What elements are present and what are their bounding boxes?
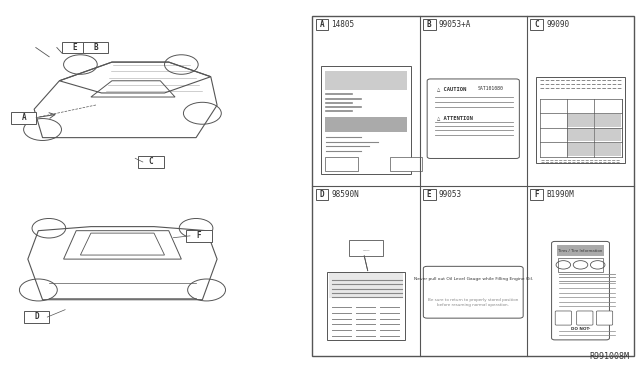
Bar xyxy=(390,157,422,171)
Text: F: F xyxy=(196,231,201,240)
Text: D: D xyxy=(319,190,324,199)
Bar xyxy=(557,246,604,256)
Text: DO NOT-: DO NOT- xyxy=(571,327,590,331)
FancyBboxPatch shape xyxy=(552,241,609,340)
Bar xyxy=(423,189,436,200)
Text: 14805: 14805 xyxy=(332,20,355,29)
Text: A: A xyxy=(21,113,26,122)
Text: E: E xyxy=(427,190,431,199)
FancyBboxPatch shape xyxy=(24,311,49,323)
Text: B: B xyxy=(427,20,431,29)
Text: C: C xyxy=(534,20,539,29)
FancyBboxPatch shape xyxy=(62,42,88,54)
Bar xyxy=(316,19,328,30)
FancyBboxPatch shape xyxy=(186,230,212,242)
FancyBboxPatch shape xyxy=(596,311,612,325)
Bar xyxy=(595,128,621,141)
Text: △ CAUTION: △ CAUTION xyxy=(436,86,466,91)
Text: E: E xyxy=(72,43,77,52)
FancyBboxPatch shape xyxy=(427,79,519,158)
Text: B1990M: B1990M xyxy=(546,190,573,199)
Text: 99053+A: 99053+A xyxy=(439,20,471,29)
Text: R991008M: R991008M xyxy=(589,352,629,361)
Text: 99053: 99053 xyxy=(439,190,462,199)
FancyBboxPatch shape xyxy=(577,311,593,325)
Text: F: F xyxy=(534,190,539,199)
Text: △ ATTENTION: △ ATTENTION xyxy=(436,116,472,121)
Bar xyxy=(423,19,436,30)
Bar xyxy=(325,116,407,132)
Text: B: B xyxy=(93,43,98,52)
Bar xyxy=(312,16,634,356)
Bar xyxy=(329,273,403,298)
Bar xyxy=(328,272,404,340)
Text: ___: ___ xyxy=(362,246,370,250)
Bar xyxy=(325,157,358,171)
Bar xyxy=(595,143,621,156)
FancyBboxPatch shape xyxy=(83,42,108,54)
Bar xyxy=(568,114,593,127)
Text: Tires / Tire Information: Tires / Tire Information xyxy=(558,248,603,253)
Bar xyxy=(530,189,543,200)
Bar xyxy=(316,189,328,200)
Text: Be sure to return to properly stored position
before resuming normal operation.: Be sure to return to properly stored pos… xyxy=(428,298,518,307)
Text: D: D xyxy=(34,312,39,321)
Bar xyxy=(530,19,543,30)
Text: 99090: 99090 xyxy=(546,20,569,29)
Bar xyxy=(349,240,383,256)
FancyBboxPatch shape xyxy=(11,112,36,124)
Text: Never pull out Oil Level Gauge while Filling Engine Oil.: Never pull out Oil Level Gauge while Fil… xyxy=(413,277,533,281)
FancyBboxPatch shape xyxy=(536,77,625,163)
Bar xyxy=(568,128,593,141)
Text: A: A xyxy=(319,20,324,29)
FancyBboxPatch shape xyxy=(321,66,411,173)
Bar xyxy=(595,114,621,127)
Text: SAT101080: SAT101080 xyxy=(477,86,504,91)
Text: C: C xyxy=(149,157,154,166)
Bar xyxy=(559,258,603,272)
Bar xyxy=(325,71,407,90)
FancyBboxPatch shape xyxy=(423,266,523,318)
FancyBboxPatch shape xyxy=(556,311,572,325)
Text: 98590N: 98590N xyxy=(332,190,359,199)
Bar xyxy=(568,143,593,156)
FancyBboxPatch shape xyxy=(138,156,164,168)
